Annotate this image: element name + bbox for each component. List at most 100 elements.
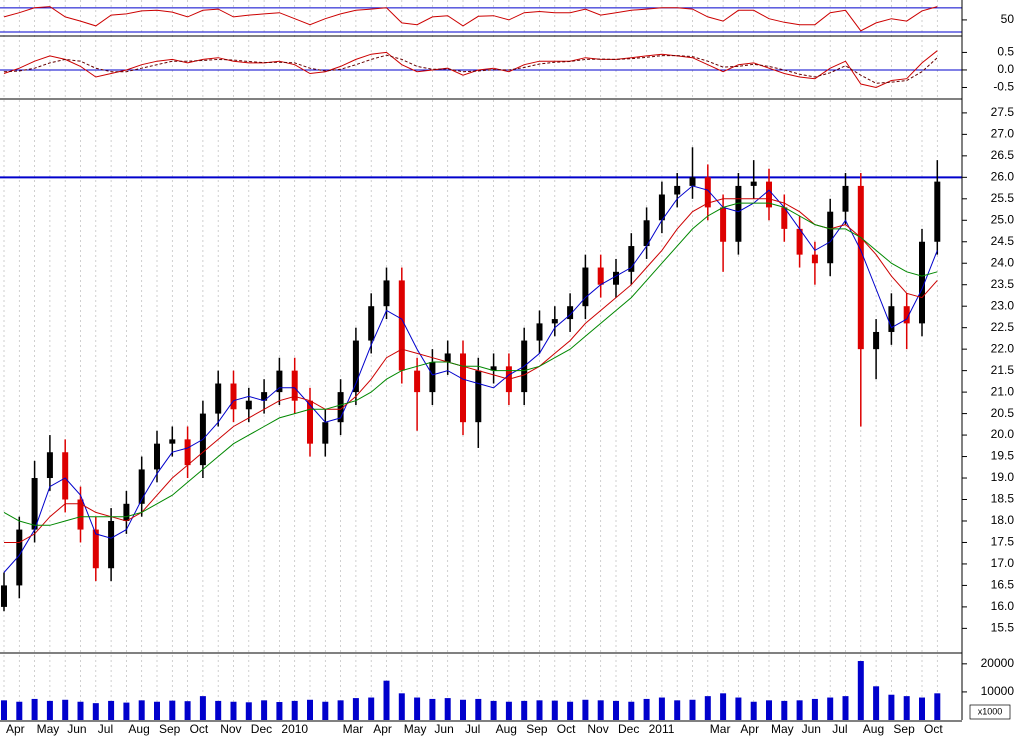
x-tick-label: Aug	[128, 722, 149, 736]
candle-body	[169, 439, 176, 444]
y-tick-label: 20000	[981, 656, 1015, 670]
candle-body	[873, 331, 880, 350]
x-tick-label: Jul	[465, 722, 480, 736]
candle-body	[720, 207, 727, 242]
volume-bar	[475, 698, 482, 720]
y-tick-label: 0.5	[997, 45, 1014, 59]
x-tick-label: Apr	[373, 722, 392, 736]
volume-bar	[261, 700, 268, 720]
candle-body	[92, 529, 99, 569]
candle-body	[123, 503, 130, 521]
candle-body	[934, 181, 941, 242]
volume-bar	[383, 680, 390, 720]
y-tick-label: 27.0	[991, 127, 1015, 141]
volume-bar	[842, 696, 849, 720]
candle-body	[811, 254, 818, 264]
x-tick-label: Sep	[526, 722, 548, 736]
volume-bar	[628, 701, 635, 720]
volume-bar	[92, 703, 99, 720]
x-tick-label: Jul	[98, 722, 113, 736]
volume-bar	[154, 701, 160, 720]
y-tick-label: 17.5	[991, 535, 1015, 549]
candle-body	[77, 499, 84, 530]
y-tick-label: 18.5	[991, 492, 1015, 506]
volume-bar	[245, 702, 252, 720]
volume-bar	[827, 697, 834, 720]
volume-bar	[505, 701, 512, 720]
volume-bar	[919, 697, 925, 720]
candle-body	[444, 353, 451, 363]
candle-body	[138, 469, 145, 504]
candle-body	[919, 241, 925, 324]
volume-bar	[750, 701, 757, 720]
x-tick-label: 2011	[649, 722, 675, 736]
candle-body	[827, 211, 834, 264]
y-tick-label: 25.5	[991, 191, 1015, 205]
candle-body	[857, 185, 864, 350]
candle-body	[429, 362, 436, 393]
candle-body	[291, 370, 298, 401]
candle-body	[613, 271, 619, 285]
volume-bar	[597, 700, 604, 720]
y-tick-label: 19.5	[991, 449, 1015, 463]
candle-body	[781, 207, 788, 229]
candle-body	[46, 452, 53, 479]
indicator-line	[3, 6, 938, 32]
volume-bar	[781, 700, 788, 720]
candle-body	[888, 306, 895, 332]
volume-bar	[811, 698, 818, 720]
candle-body	[842, 185, 849, 212]
x-tick-label: Jun	[434, 722, 453, 736]
volume-bar	[888, 694, 895, 720]
volume-bar	[490, 700, 497, 720]
y-tick-label: 50	[1001, 12, 1015, 26]
volume-bar	[337, 700, 344, 720]
volume-bar	[108, 700, 115, 720]
candle-body	[628, 246, 635, 272]
candle-body	[475, 370, 482, 423]
candle-body	[490, 366, 497, 371]
indicator-line	[3, 50, 938, 89]
y-tick-label: 24.5	[991, 234, 1015, 248]
volume-bar	[857, 661, 864, 720]
volume-bar	[169, 700, 176, 720]
volume-bar	[322, 701, 329, 720]
y-tick-label: 21.5	[991, 363, 1015, 377]
volume-bar	[567, 701, 574, 720]
volume-bar	[720, 693, 727, 720]
volume-bar	[352, 698, 359, 720]
y-tick-label: 10000	[981, 684, 1015, 698]
x-tick-label: Sep	[159, 722, 181, 736]
x-tick-label: Jun	[67, 722, 86, 736]
candle-body	[230, 383, 237, 410]
x-tick-label: Dec	[618, 722, 639, 736]
volume-bar	[184, 701, 191, 720]
x-tick-label: Jun	[802, 722, 821, 736]
volume-bar	[414, 697, 421, 720]
x-tick-label: Sep	[893, 722, 915, 736]
candle-body	[245, 400, 252, 410]
candle-body	[184, 439, 191, 466]
x-tick-label: Dec	[251, 722, 272, 736]
y-tick-label: 22.0	[991, 341, 1015, 355]
x-tick-label: Oct	[924, 722, 943, 736]
candle-body	[352, 340, 359, 393]
volume-bar	[689, 699, 696, 720]
candle-body	[322, 422, 329, 444]
indicator-line	[3, 202, 938, 526]
candle-body	[750, 181, 757, 186]
y-tick-label: 15.5	[991, 621, 1015, 635]
x-tick-label: Oct	[557, 722, 576, 736]
volume-bar	[903, 696, 910, 720]
volume-bar	[674, 700, 681, 720]
x-tick-label: Apr	[6, 722, 25, 736]
volume-bar	[230, 701, 237, 720]
y-tick-label: 26.5	[991, 148, 1015, 162]
x-tick-label: May	[37, 722, 60, 736]
y-tick-label: -0.5	[993, 80, 1014, 94]
unit-box	[969, 704, 1011, 720]
volume-bar	[766, 700, 772, 720]
x-tick-label: Oct	[190, 722, 209, 736]
candle-body	[215, 383, 222, 414]
